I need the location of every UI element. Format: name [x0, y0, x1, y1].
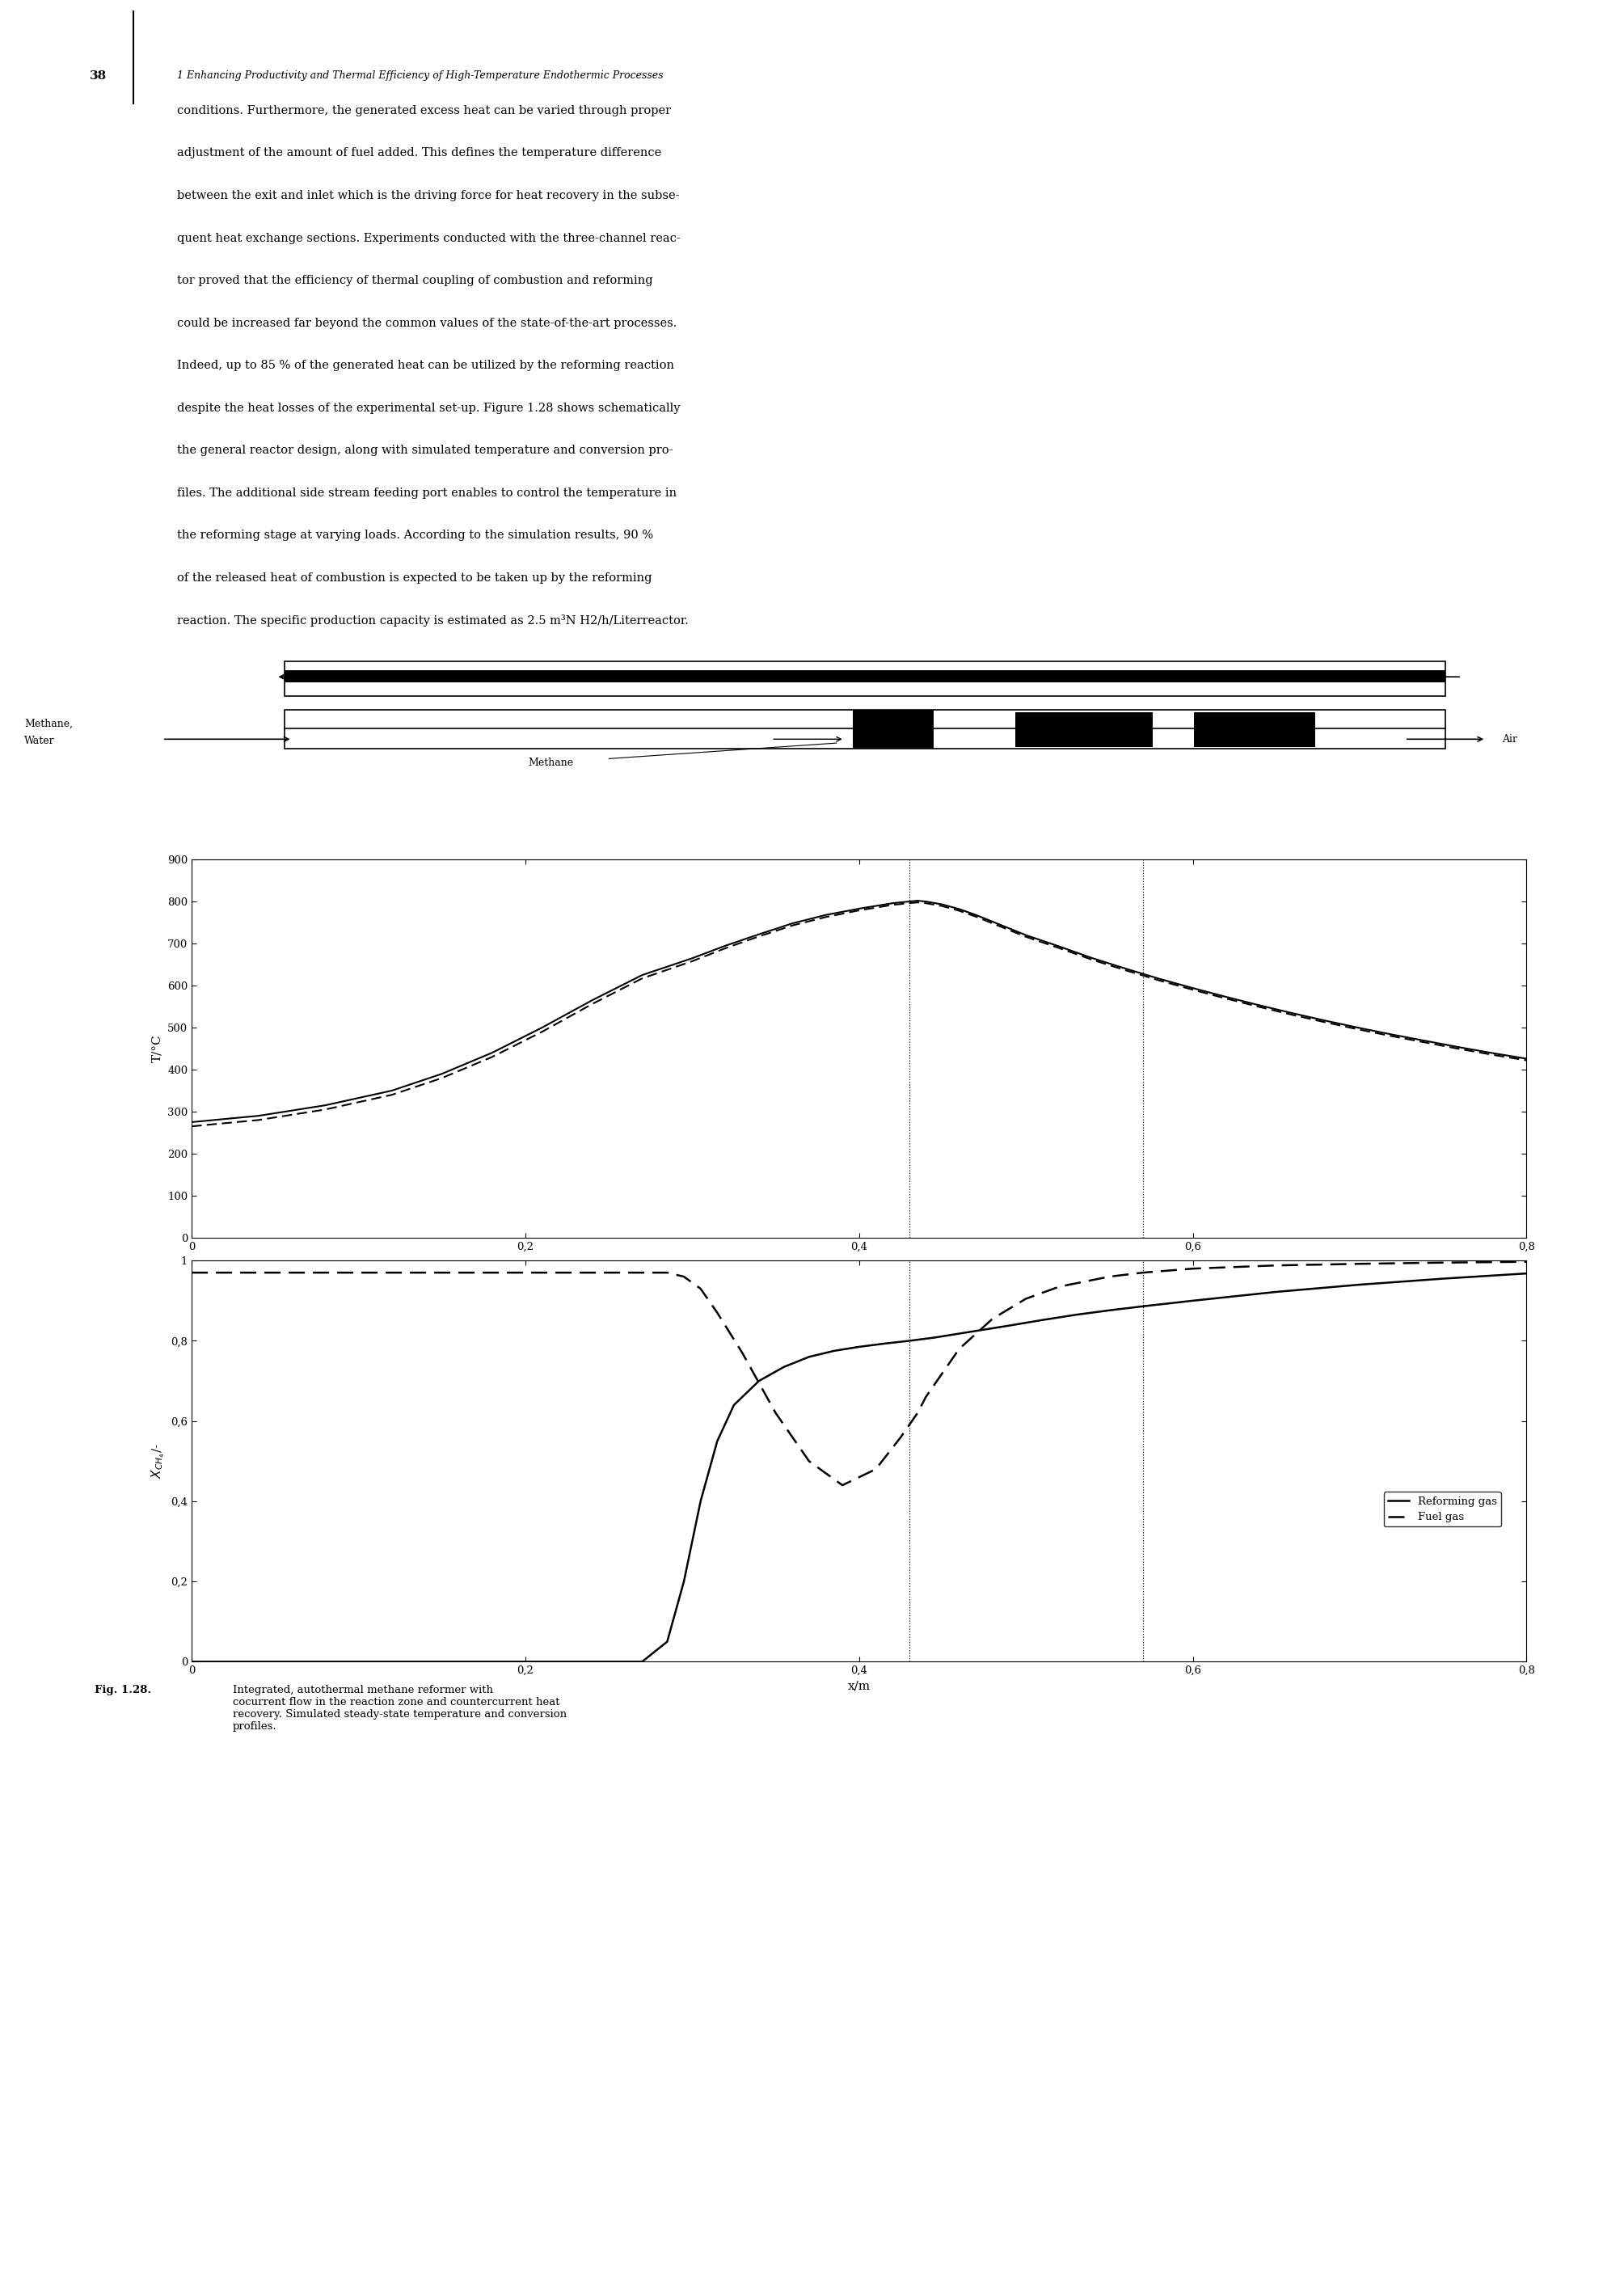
Text: quent heat exchange sections. Experiments conducted with the three-channel reac-: quent heat exchange sections. Experiment…: [177, 231, 680, 243]
Text: 38: 38: [89, 71, 107, 80]
Text: conditions. Furthermore, the generated excess heat can be varied through proper: conditions. Furthermore, the generated e…: [177, 105, 671, 117]
Text: Fig. 1.28.: Fig. 1.28.: [94, 1685, 166, 1696]
Text: the reforming stage at varying loads. According to the simulation results, 90 %: the reforming stage at varying loads. Ac…: [177, 529, 653, 541]
Text: 1 Enhancing Productivity and Thermal Efficiency of High-Temperature Endothermic : 1 Enhancing Productivity and Thermal Eff…: [177, 71, 663, 80]
Bar: [284, 669, 1445, 683]
Bar: [284, 662, 1445, 697]
Text: Water: Water: [24, 736, 55, 747]
Bar: [853, 711, 934, 749]
Y-axis label: T/°C: T/°C: [151, 1034, 162, 1063]
Y-axis label: $X_{CH_4}$/-: $X_{CH_4}$/-: [149, 1444, 166, 1478]
Legend: Reforming gas, Fuel gas: Reforming gas, Fuel gas: [1384, 1492, 1501, 1526]
Bar: [1194, 713, 1315, 747]
Bar: [1015, 713, 1153, 747]
Text: reaction. The specific production capacity is estimated as 2.5 m³N H2/h/Literrea: reaction. The specific production capaci…: [177, 614, 689, 626]
Text: the general reactor design, along with simulated temperature and conversion pro-: the general reactor design, along with s…: [177, 445, 672, 456]
Text: files. The additional side stream feeding port enables to control the temperatur: files. The additional side stream feedin…: [177, 488, 677, 500]
Text: of the released heat of combustion is expected to be taken up by the reforming: of the released heat of combustion is ex…: [177, 573, 651, 584]
Text: Methane,: Methane,: [24, 717, 73, 729]
Text: tor proved that the efficiency of thermal coupling of combustion and reforming: tor proved that the efficiency of therma…: [177, 275, 653, 286]
Text: adjustment of the amount of fuel added. This defines the temperature difference: adjustment of the amount of fuel added. …: [177, 147, 661, 158]
Text: Air: Air: [1502, 733, 1517, 745]
X-axis label: x/m: x/m: [848, 1680, 870, 1691]
Text: despite the heat losses of the experimental set-up. Figure 1.28 shows schematica: despite the heat losses of the experimen…: [177, 403, 680, 415]
Text: between the exit and inlet which is the driving force for heat recovery in the s: between the exit and inlet which is the …: [177, 190, 679, 202]
Text: could be increased far beyond the common values of the state-of-the-art processe: could be increased far beyond the common…: [177, 316, 677, 328]
Text: Indeed, up to 85 % of the generated heat can be utilized by the reforming reacti: Indeed, up to 85 % of the generated heat…: [177, 360, 674, 371]
Text: Integrated, autothermal methane reformer with
cocurrent flow in the reaction zon: Integrated, autothermal methane reformer…: [232, 1685, 567, 1730]
Text: Methane: Methane: [528, 756, 573, 768]
Bar: [284, 711, 1445, 749]
